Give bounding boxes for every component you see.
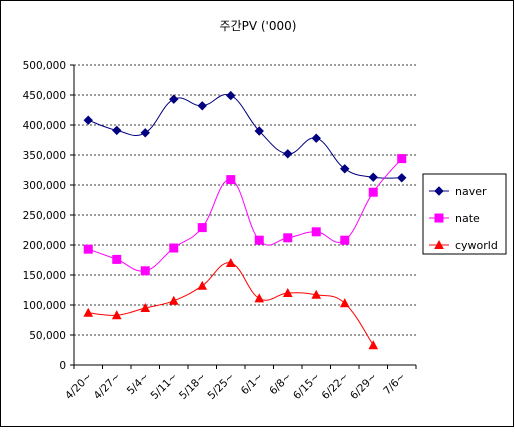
chart-title: 주간PV ('000) xyxy=(220,19,297,33)
data-point-nate xyxy=(340,235,350,245)
data-point-cyworld xyxy=(368,340,379,350)
legend-label-cyworld: cyworld xyxy=(455,239,498,252)
series-nate xyxy=(83,154,407,276)
data-point-nate xyxy=(140,266,150,276)
data-point-cyworld xyxy=(111,310,122,320)
grid-layer xyxy=(74,64,416,336)
y-tick-label: 300,000 xyxy=(23,180,66,192)
y-tick-label: 0 xyxy=(59,360,66,372)
data-point-naver xyxy=(311,133,321,143)
data-point-naver xyxy=(197,101,207,111)
y-tick-label: 250,000 xyxy=(23,210,66,222)
data-point-nate xyxy=(311,227,321,237)
data-point-naver xyxy=(283,149,293,159)
data-point-nate xyxy=(226,175,236,185)
data-point-naver xyxy=(254,126,264,136)
legend-label-nate: nate xyxy=(455,212,480,225)
data-point-cyworld xyxy=(311,289,322,299)
data-point-cyworld xyxy=(225,257,236,267)
data-point-nate xyxy=(112,254,122,264)
legend-marker-nate xyxy=(434,213,444,223)
data-point-naver xyxy=(83,115,93,125)
y-tick-label: 500,000 xyxy=(23,60,66,72)
data-point-cyworld xyxy=(83,307,94,317)
data-point-naver xyxy=(169,94,179,104)
data-point-cyworld xyxy=(282,287,293,297)
data-point-nate xyxy=(83,244,93,254)
data-point-cyworld xyxy=(140,302,151,312)
series-layer xyxy=(83,90,407,350)
y-tick-label: 350,000 xyxy=(23,150,66,162)
data-point-cyworld xyxy=(254,293,265,303)
data-point-nate xyxy=(197,223,207,233)
y-tick-label: 200,000 xyxy=(23,240,66,252)
data-point-naver xyxy=(397,173,407,183)
legend-marker-cyworld xyxy=(434,239,444,249)
data-point-naver xyxy=(140,128,150,138)
data-point-naver xyxy=(368,172,378,182)
data-point-cyworld xyxy=(197,280,208,290)
series-naver xyxy=(83,90,407,183)
legend-marker-naver xyxy=(434,186,444,196)
data-point-cyworld xyxy=(339,298,350,308)
data-point-nate xyxy=(169,243,179,253)
data-point-naver xyxy=(340,164,350,174)
data-point-nate xyxy=(397,154,407,164)
y-tick-label: 50,000 xyxy=(29,330,66,342)
series-cyworld xyxy=(83,257,379,350)
data-point-cyworld xyxy=(168,295,179,305)
y-tick-label: 400,000 xyxy=(23,120,66,132)
data-point-nate xyxy=(254,235,264,245)
y-tick-label: 100,000 xyxy=(23,300,66,312)
y-tick-label: 450,000 xyxy=(23,90,66,102)
data-point-naver xyxy=(226,90,236,101)
data-point-nate xyxy=(283,233,293,243)
data-point-naver xyxy=(112,125,122,136)
y-tick-label: 150,000 xyxy=(23,270,66,282)
legend: naver nate cyworld xyxy=(429,185,498,252)
data-point-nate xyxy=(368,187,378,197)
legend-label-naver: naver xyxy=(455,185,487,198)
